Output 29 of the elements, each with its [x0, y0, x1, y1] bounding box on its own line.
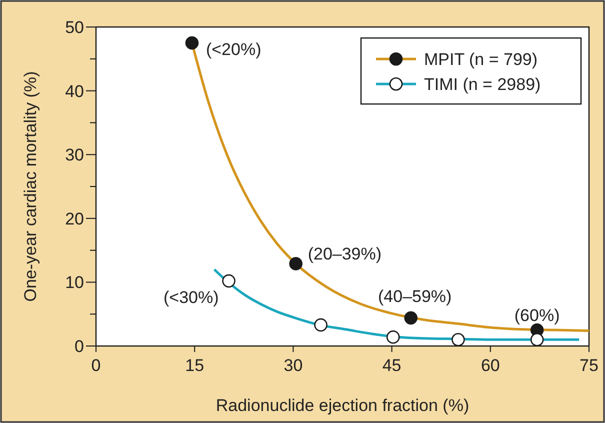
legend-label: TIMI (n = 2989): [424, 74, 541, 94]
x-tick-label: 0: [91, 356, 101, 375]
legend-label: MPIT (n = 799): [424, 50, 538, 69]
x-tick-label: 60: [480, 356, 500, 375]
y-tick-label: 20: [65, 209, 84, 228]
y-tick-label: 0: [74, 336, 84, 356]
x-tick-label: 30: [284, 356, 303, 375]
y-tick-label: 30: [65, 146, 84, 165]
x-axis-title: Radionuclide ejection fraction (%): [216, 396, 470, 415]
x-tick-label: 45: [382, 356, 402, 375]
point: [386, 330, 400, 344]
point: [222, 274, 236, 288]
point: [185, 36, 199, 50]
point: [314, 318, 328, 332]
point: [289, 257, 302, 270]
y-axis-title: One-year cardiac mortality (%): [21, 71, 40, 302]
annotation: (<20%): [206, 40, 262, 59]
annotation: (<30%): [164, 288, 219, 307]
point: [452, 332, 465, 346]
annotation: (40–59%): [378, 286, 452, 306]
y-tick-label: 10: [65, 273, 84, 292]
y-tick-label: 50: [65, 18, 84, 37]
point: [530, 332, 544, 346]
x-tick-label: 75: [580, 356, 598, 375]
annotation: (60%): [514, 306, 560, 325]
point: [404, 311, 418, 325]
x-tick-label: 15: [185, 356, 204, 375]
annotation: (20–39%): [308, 244, 382, 264]
y-tick-label: 40: [65, 82, 84, 101]
